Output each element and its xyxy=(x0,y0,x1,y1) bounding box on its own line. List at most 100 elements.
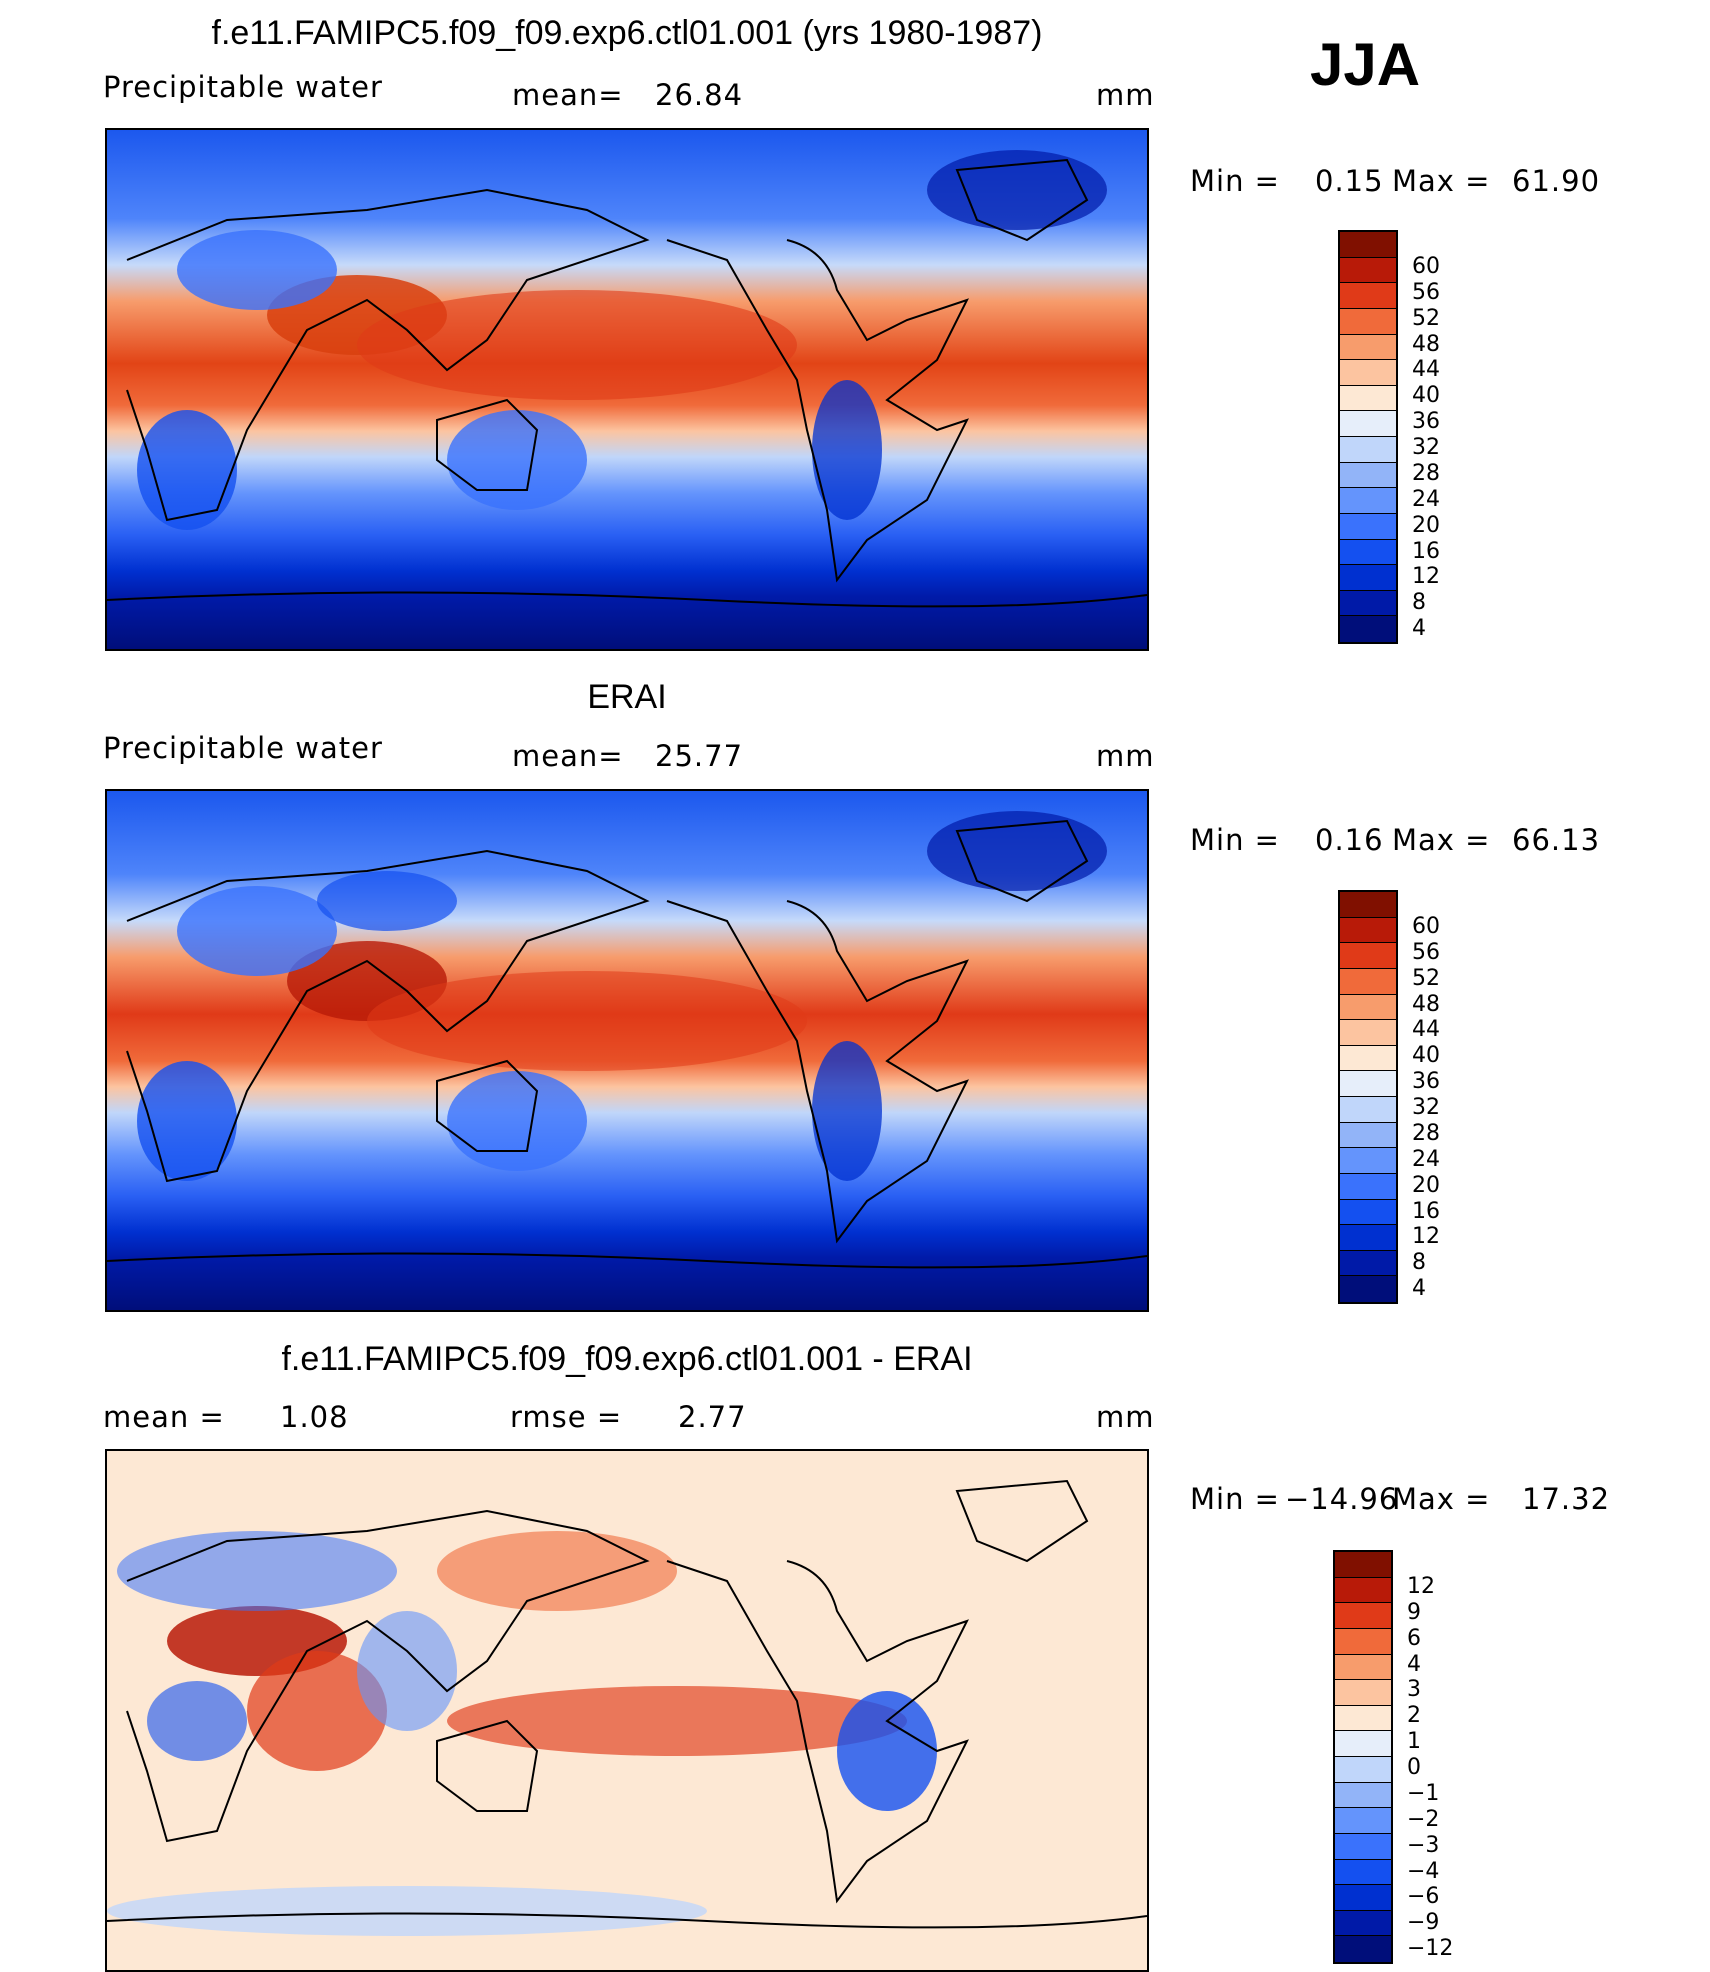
panel3-max-label: Max = xyxy=(1392,1482,1491,1516)
colorbar-tick-label: 16 xyxy=(1412,538,1440,564)
colorbar-swatch xyxy=(1340,257,1396,284)
panel3-brazil-dry xyxy=(837,1691,937,1811)
panel1-mean-value: 26.84 xyxy=(655,78,744,112)
colorbar-swatch xyxy=(1335,1936,1391,1962)
colorbar-swatch xyxy=(1340,892,1396,918)
colorbar-tick-label: 0 xyxy=(1407,1755,1421,1780)
colorbar-tick-label: 8 xyxy=(1412,1250,1426,1276)
colorbar-swatch xyxy=(1340,385,1396,412)
colorbar-swatch xyxy=(1335,1910,1391,1937)
colorbar-swatch xyxy=(1340,232,1396,258)
colorbar-tick-label: 12 xyxy=(1412,564,1440,590)
panel1-title: f.e11.FAMIPC5.f09_f09.exp6.ctl01.001 (yr… xyxy=(211,14,1043,52)
panel2-australia-dry xyxy=(447,1071,587,1171)
colorbar-swatch xyxy=(1335,1628,1391,1655)
colorbar-swatch xyxy=(1340,616,1396,642)
panel1-sahara-dry xyxy=(177,230,337,310)
colorbar-tick-label: 40 xyxy=(1412,1043,1440,1069)
panel1-colorbar xyxy=(1338,230,1398,644)
panel3-north-pacific-wet xyxy=(437,1531,677,1611)
colorbar-tick-label: 9 xyxy=(1407,1599,1421,1625)
panel1-max-label: Max = xyxy=(1392,164,1491,198)
panel2-max-value: 66.13 xyxy=(1512,823,1601,857)
colorbar-tick-label: 48 xyxy=(1412,991,1440,1017)
colorbar-tick-label: −3 xyxy=(1407,1832,1440,1858)
colorbar-tick-label: 36 xyxy=(1412,409,1440,435)
panel1-min-label: Min = xyxy=(1190,164,1280,198)
colorbar-tick-label: 32 xyxy=(1412,435,1440,460)
panel2-variable: Precipitable water xyxy=(103,731,383,765)
panel3-title: f.e11.FAMIPC5.f09_f09.exp6.ctl01.001 - E… xyxy=(281,1340,973,1378)
season-label: JJA xyxy=(1310,31,1421,98)
colorbar-tick-label: 56 xyxy=(1412,279,1440,305)
panel1-coastline-americas xyxy=(666,239,969,583)
colorbar-swatch xyxy=(1340,1173,1396,1200)
colorbar-tick-label: 1 xyxy=(1407,1729,1421,1755)
panel1-max-value: 61.90 xyxy=(1512,164,1601,198)
panel2-andes-dry xyxy=(812,1041,882,1181)
colorbar-tick-label: 44 xyxy=(1412,357,1440,383)
panel3-coastline-americas xyxy=(666,1560,969,1904)
panel2-coastline-australia xyxy=(436,1059,539,1152)
colorbar-swatch xyxy=(1340,437,1396,463)
panel2-map xyxy=(105,789,1149,1312)
colorbar-swatch xyxy=(1340,917,1396,944)
colorbar-tick-label: 4 xyxy=(1412,1276,1426,1302)
colorbar-tick-label: 60 xyxy=(1412,253,1440,279)
colorbar-swatch xyxy=(1335,1859,1391,1886)
panel2-colorbar xyxy=(1338,890,1398,1304)
panel3-rmse-value: 2.77 xyxy=(678,1400,747,1434)
colorbar-swatch xyxy=(1340,994,1396,1021)
colorbar-swatch xyxy=(1340,1045,1396,1072)
colorbar-tick-label: 28 xyxy=(1412,460,1440,486)
panel2-sahara-dry xyxy=(177,886,337,976)
panel2-coastline-americas xyxy=(666,900,969,1244)
colorbar-tick-label: −9 xyxy=(1407,1910,1440,1936)
colorbar-tick-label: 60 xyxy=(1412,913,1440,939)
panel1-australia-dry xyxy=(447,410,587,510)
panel3-rmse-label: rmse = xyxy=(510,1400,623,1434)
colorbar-swatch xyxy=(1340,943,1396,969)
colorbar-tick-label: 2 xyxy=(1407,1703,1421,1729)
colorbar-tick-label: 16 xyxy=(1412,1198,1440,1224)
colorbar-tick-label: 52 xyxy=(1412,965,1440,991)
colorbar-swatch xyxy=(1335,1577,1391,1604)
panel3-mean-label: mean = xyxy=(103,1400,225,1434)
colorbar-tick-label: −1 xyxy=(1407,1780,1440,1806)
colorbar-swatch xyxy=(1335,1808,1391,1834)
panel1-coastline-australia xyxy=(436,398,539,491)
colorbar-tick-label: 3 xyxy=(1407,1677,1421,1703)
panel1-mean-label: mean= xyxy=(512,78,624,112)
panel2-coastline-eurasia xyxy=(126,849,650,1183)
colorbar-swatch xyxy=(1340,590,1396,617)
colorbar-swatch xyxy=(1335,1654,1391,1681)
colorbar-swatch xyxy=(1340,1097,1396,1123)
panel2-greenland-dry xyxy=(927,811,1107,891)
colorbar-tick-label: 4 xyxy=(1412,616,1426,642)
colorbar-swatch xyxy=(1340,308,1396,335)
colorbar-tick-label: 36 xyxy=(1412,1069,1440,1095)
colorbar-swatch xyxy=(1340,1020,1396,1046)
panel3-min-value: −14.96 xyxy=(1285,1482,1399,1516)
colorbar-swatch xyxy=(1340,539,1396,566)
panel3-max-value: 17.32 xyxy=(1522,1482,1611,1516)
panel2-pacific-warm xyxy=(367,971,807,1071)
colorbar-tick-label: 28 xyxy=(1412,1120,1440,1146)
panel2-min-label: Min = xyxy=(1190,823,1280,857)
colorbar-swatch xyxy=(1340,1148,1396,1174)
colorbar-tick-label: −6 xyxy=(1407,1884,1440,1910)
colorbar-swatch xyxy=(1340,334,1396,361)
colorbar-tick-label: −4 xyxy=(1407,1858,1440,1884)
panel3-mean-value: 1.08 xyxy=(280,1400,349,1434)
panel3-min-label: Min = xyxy=(1190,1482,1280,1516)
colorbar-tick-label: 12 xyxy=(1412,1224,1440,1250)
colorbar-tick-label: 24 xyxy=(1412,1146,1440,1172)
colorbar-tick-label: 44 xyxy=(1412,1017,1440,1043)
panel2-title: ERAI xyxy=(587,678,667,716)
panel1-units: mm xyxy=(1096,78,1155,112)
colorbar-swatch xyxy=(1340,488,1396,514)
colorbar-tick-label: 6 xyxy=(1407,1625,1421,1651)
colorbar-swatch xyxy=(1340,462,1396,489)
panel2-tibet-dry xyxy=(317,871,457,931)
panel2-coastline-antarctica xyxy=(107,1252,1147,1269)
